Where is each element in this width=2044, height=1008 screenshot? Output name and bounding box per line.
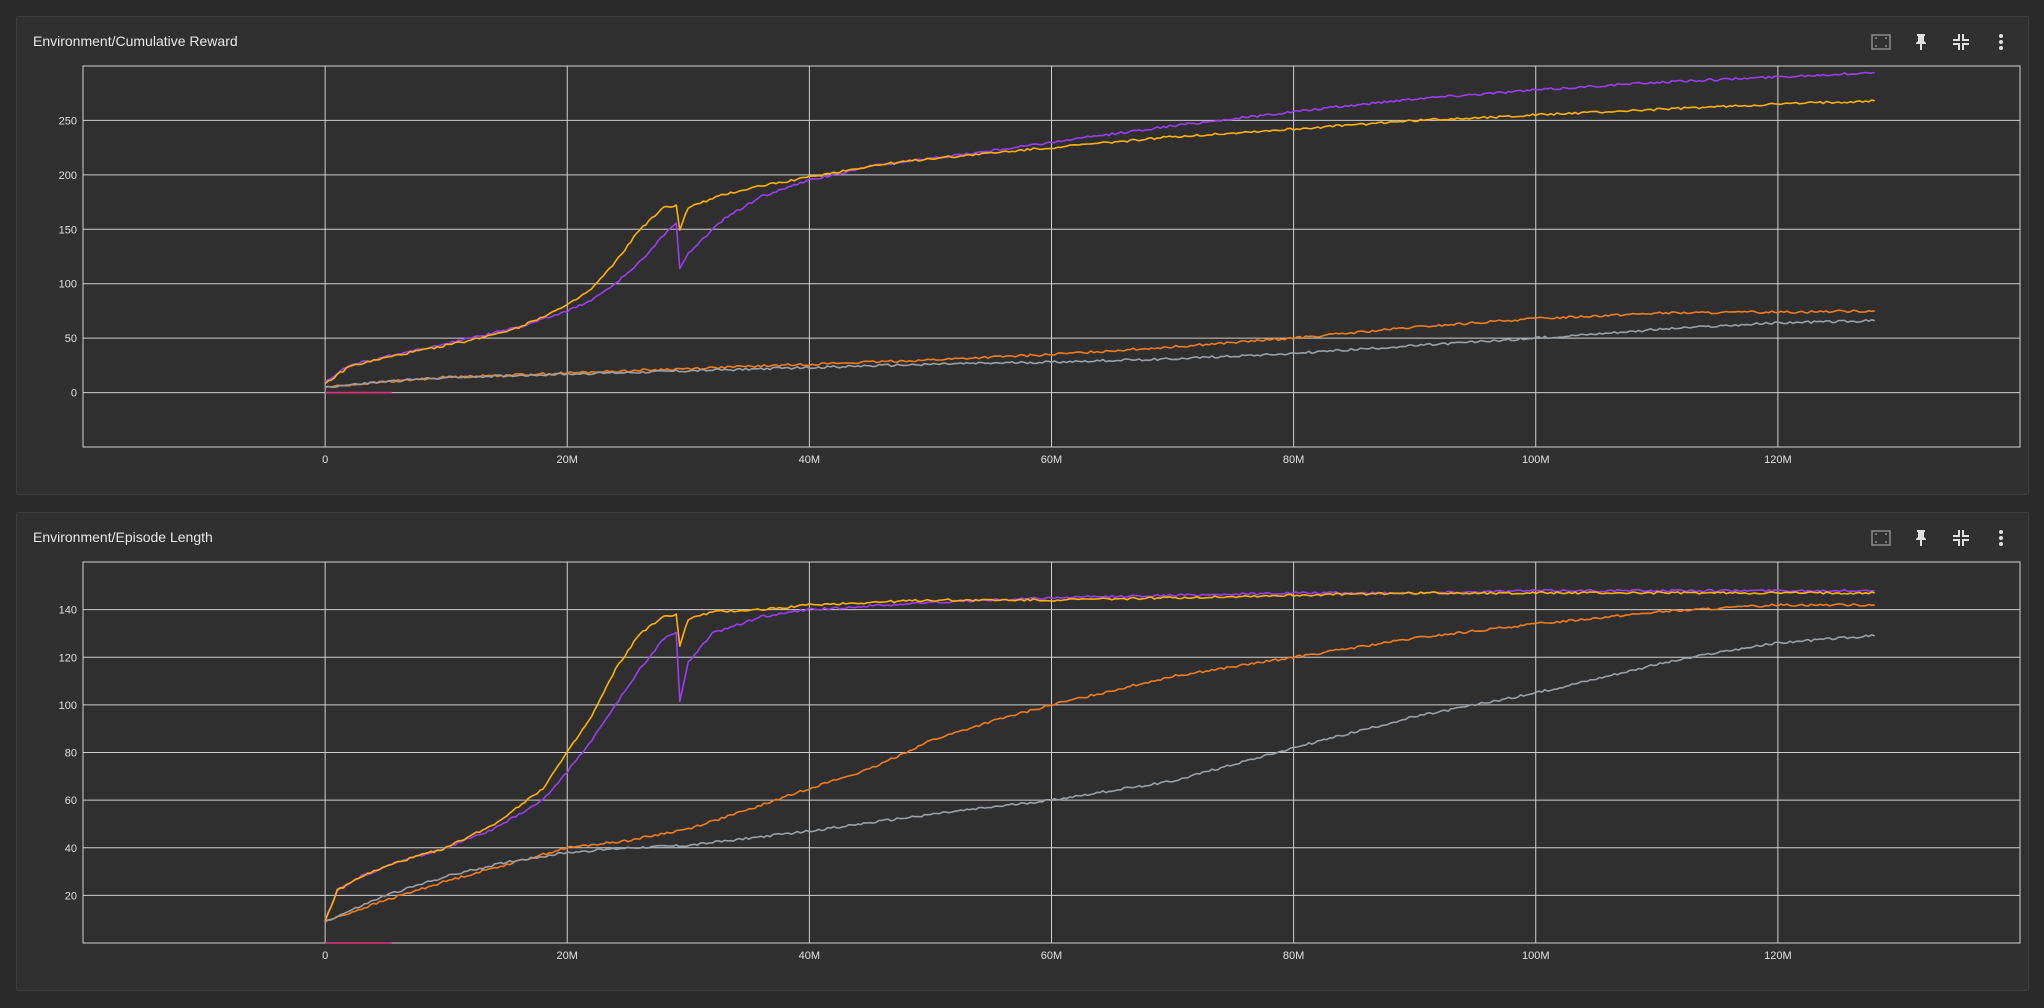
x-tick-label: 80M [1283, 950, 1304, 962]
x-tick-label: 0 [322, 950, 328, 962]
collapse-icon[interactable] [1948, 525, 1974, 551]
y-tick-label: 20 [65, 890, 77, 902]
pin-icon[interactable] [1908, 29, 1934, 55]
series-line [324, 318, 1875, 389]
fit-domain-icon[interactable] [1868, 525, 1894, 551]
series-line [324, 309, 1875, 389]
more-vert-icon[interactable] [1988, 525, 2014, 551]
collapse-icon[interactable] [1948, 29, 1974, 55]
series-line [324, 71, 1875, 383]
x-tick-label: 0 [322, 454, 328, 466]
chart-toolbar [1868, 29, 2014, 55]
x-tick-label: 40M [799, 950, 820, 962]
chart-card-cumulative-reward: Environment/Cumulative Reward 0 50 100 150 2… [16, 16, 2029, 495]
x-tick-label: 20M [557, 950, 578, 962]
x-tick-label: 20M [557, 454, 578, 466]
x-tick-label: 100M [1522, 454, 1550, 466]
series-line [324, 603, 1875, 923]
y-tick-label: 50 [65, 333, 77, 345]
y-tick-label: 0 [71, 388, 77, 400]
chart-title: Environment/Episode Length [33, 529, 213, 545]
y-tick-label: 250 [59, 115, 77, 127]
series-line [324, 588, 1875, 920]
y-tick-label: 200 [59, 170, 77, 182]
x-tick-label: 100M [1522, 950, 1550, 962]
x-tick-label: 80M [1283, 454, 1304, 466]
y-tick-label: 100 [59, 279, 77, 291]
chart-title: Environment/Cumulative Reward [33, 33, 238, 49]
y-tick-label: 100 [59, 700, 77, 712]
fit-domain-icon[interactable] [1868, 29, 1894, 55]
pin-icon[interactable] [1908, 525, 1934, 551]
line-chart-episode-length[interactable]: 20 40 60 80 100 120 140 0 20M 40M 60M 80M 100M 120M [17, 513, 2028, 990]
y-tick-label: 80 [65, 748, 77, 760]
x-tick-label: 60M [1041, 950, 1062, 962]
x-tick-label: 120M [1764, 950, 1792, 962]
y-tick-label: 140 [59, 605, 77, 617]
chart-toolbar [1868, 525, 2014, 551]
y-tick-label: 120 [59, 652, 77, 664]
line-chart-cumulative-reward[interactable]: 0 50 100 150 200 250 0 20M 40M 60M 80M 100M 120M [17, 17, 2028, 494]
x-tick-label: 40M [799, 454, 820, 466]
x-tick-label: 60M [1041, 454, 1062, 466]
y-tick-label: 60 [65, 795, 77, 807]
series-line [324, 99, 1875, 385]
series-line [324, 634, 1875, 923]
x-tick-label: 120M [1764, 454, 1792, 466]
y-tick-label: 150 [59, 224, 77, 236]
y-tick-label: 40 [65, 843, 77, 855]
series-line [324, 591, 1875, 922]
more-vert-icon[interactable] [1988, 29, 2014, 55]
chart-card-episode-length: Environment/Episode Length 20 40 60 80 100 12… [16, 512, 2029, 991]
